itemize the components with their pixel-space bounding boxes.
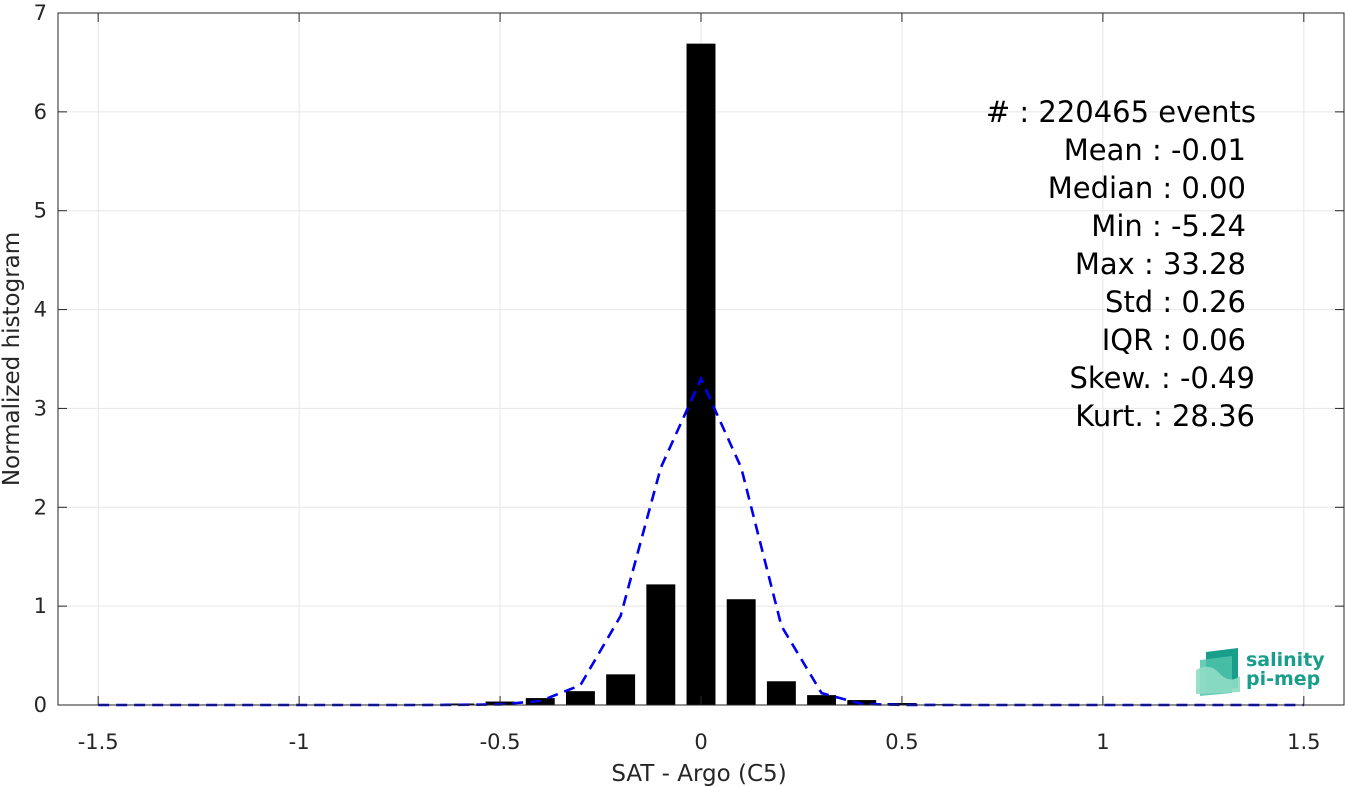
logo-line1: salinity	[1246, 649, 1325, 671]
histogram-bar	[726, 599, 756, 705]
x-tick-label: -0.5	[480, 730, 521, 754]
x-tick-label: -1	[289, 730, 310, 754]
stats-line: Std : 0.26	[1105, 285, 1246, 319]
salinity-pi-mep-logo: salinity pi-mep	[1196, 648, 1325, 696]
statistics-box: # : 220465 events Mean : -0.01 Median : 0.…	[986, 95, 1256, 433]
logo-mark-icon	[1196, 648, 1240, 696]
histogram-bar	[807, 695, 837, 705]
y-tick-label: 2	[34, 495, 47, 519]
x-tick-label: 1	[1096, 730, 1109, 754]
logo-line2: pi-mep	[1246, 668, 1320, 690]
y-axis-label: Normalized histogram	[0, 232, 25, 486]
x-tick-label: 0	[694, 730, 707, 754]
axes-frame	[57, 12, 1345, 706]
stats-line: Median : 0.00	[1048, 171, 1246, 205]
stats-line: Max : 33.28	[1075, 247, 1246, 281]
histogram-bar	[847, 700, 877, 705]
stats-line: Min : -5.24	[1091, 209, 1246, 243]
tick-labels: -1.5 -1 -0.5 0 0.5 1 1.5 0 1 2 3 4 5 6 7	[34, 1, 1321, 754]
histogram-bar	[766, 681, 796, 705]
x-tick-label: 0.5	[885, 730, 918, 754]
x-axis-label: SAT - Argo (C5)	[611, 761, 786, 787]
stats-line: # : 220465 events	[986, 95, 1256, 129]
y-tick-label: 6	[34, 100, 47, 124]
stats-line: Mean : -0.01	[1064, 133, 1246, 167]
y-tick-label: 3	[34, 396, 47, 420]
x-tick-label: -1.5	[78, 730, 119, 754]
y-tick-label: 5	[34, 199, 47, 223]
histogram-bar	[565, 691, 595, 705]
y-tick-label: 1	[34, 594, 47, 618]
x-tick-label: 1.5	[1287, 730, 1320, 754]
histogram-bar	[686, 43, 716, 706]
y-tick-label: 0	[34, 693, 47, 717]
stats-line: Skew. : -0.49	[1069, 361, 1255, 395]
y-tick-label: 4	[34, 298, 47, 322]
stats-line: IQR : 0.06	[1102, 323, 1246, 357]
histogram-bar	[606, 674, 636, 705]
histogram-bar	[646, 584, 676, 705]
y-tick-label: 7	[34, 1, 47, 25]
stats-line: Kurt. : 28.36	[1075, 399, 1255, 433]
